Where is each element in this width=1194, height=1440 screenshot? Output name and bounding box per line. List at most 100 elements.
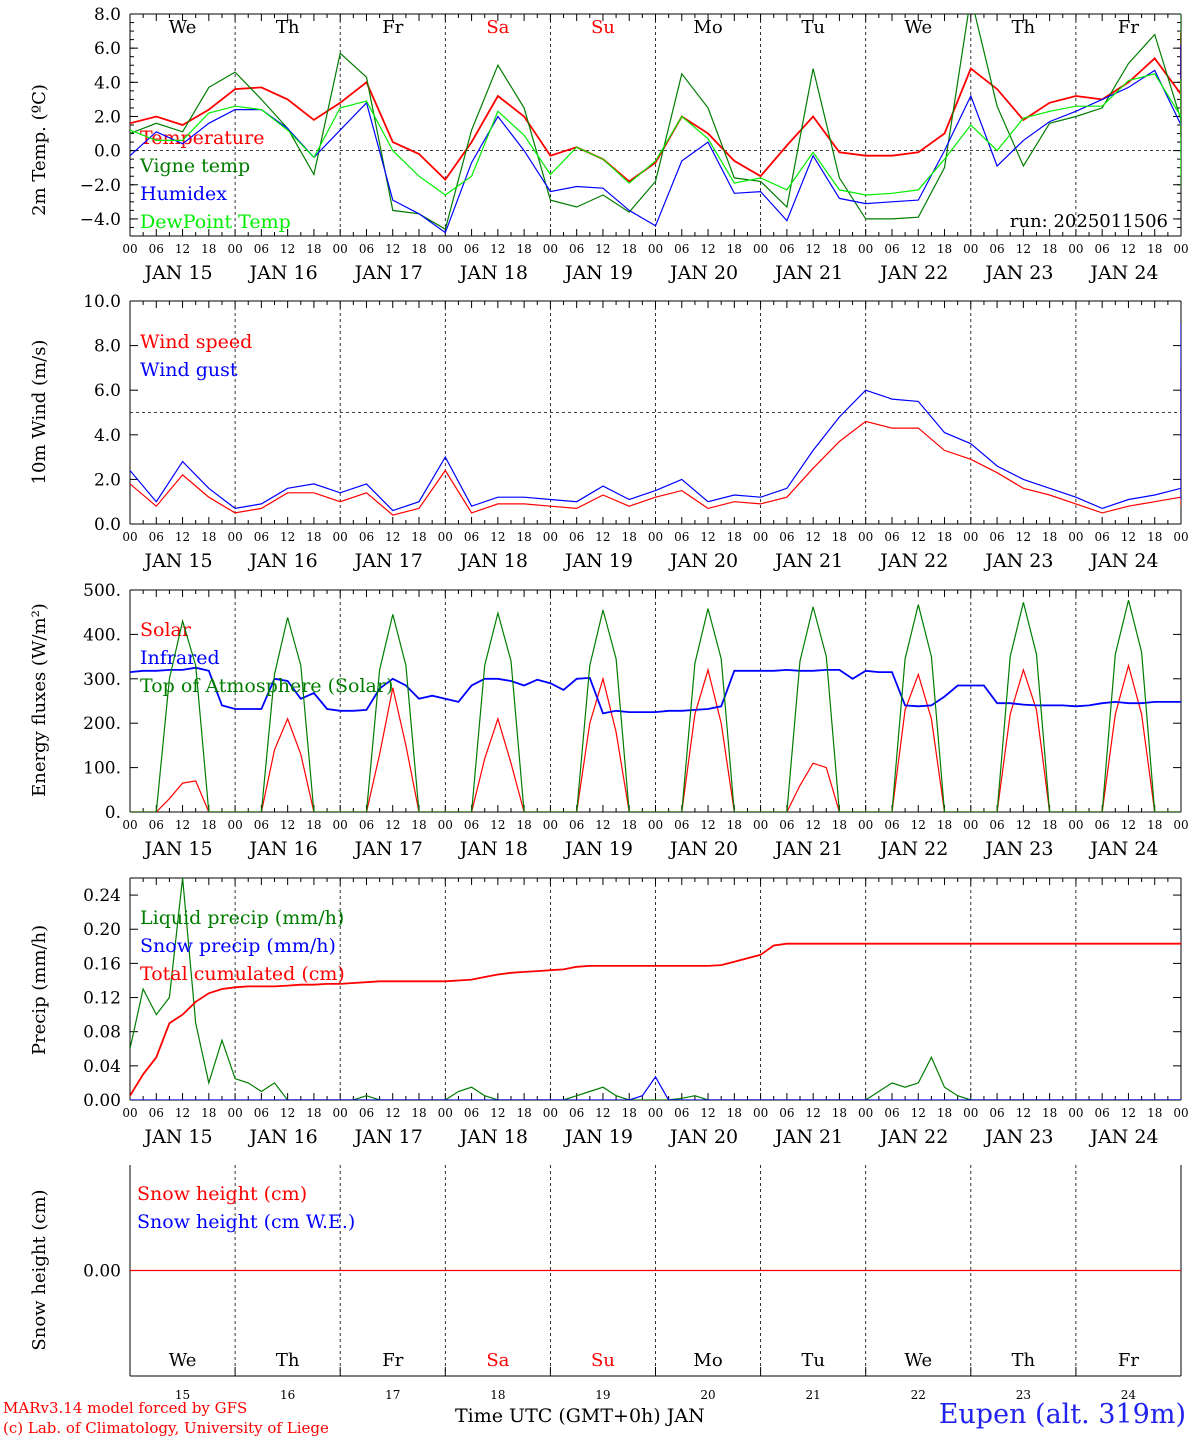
hour-tick-label: 18 bbox=[306, 818, 321, 832]
hour-tick-label: 12 bbox=[806, 1106, 821, 1120]
hour-tick-label: 00 bbox=[1068, 1106, 1083, 1120]
legend-entry: Wind gust bbox=[140, 359, 238, 381]
hour-tick-label: 12 bbox=[175, 818, 190, 832]
weekday-label: Fr bbox=[1118, 1350, 1139, 1371]
hour-tick-label: 18 bbox=[937, 242, 952, 256]
hour-tick-label: 18 bbox=[516, 242, 531, 256]
hour-tick-label: 06 bbox=[254, 242, 269, 256]
legend-entry: Snow height (cm W.E.) bbox=[137, 1211, 355, 1233]
weekday-label: Su bbox=[591, 17, 615, 38]
hour-tick-label: 06 bbox=[464, 242, 479, 256]
legend-entry: Top of Atmosphere (Solar) bbox=[140, 675, 393, 697]
hour-tick-label: 18 bbox=[727, 818, 742, 832]
hour-tick-label: 12 bbox=[700, 1106, 715, 1120]
hour-tick-label: 00 bbox=[227, 818, 242, 832]
hour-tick-label: 06 bbox=[359, 530, 374, 544]
hour-tick-label: 18 bbox=[411, 242, 426, 256]
hour-tick-label: 12 bbox=[1016, 242, 1031, 256]
series-line-wind-speed bbox=[130, 367, 1181, 516]
hour-tick-label: 12 bbox=[1121, 242, 1136, 256]
hour-tick-label: 18 bbox=[1042, 242, 1057, 256]
hour-tick-label: 18 bbox=[516, 1106, 531, 1120]
hour-tick-label: 00 bbox=[963, 242, 978, 256]
hour-tick-label: 12 bbox=[175, 242, 190, 256]
hour-tick-label: 06 bbox=[674, 1106, 689, 1120]
day-label: JAN 15 bbox=[142, 550, 212, 572]
hour-tick-label: 12 bbox=[700, 530, 715, 544]
hour-tick-label: 12 bbox=[911, 242, 926, 256]
hour-tick-label: 18 bbox=[622, 242, 637, 256]
weekday-label: Sa bbox=[486, 1350, 509, 1371]
hour-tick-label: 06 bbox=[989, 242, 1004, 256]
day-label: JAN 21 bbox=[773, 838, 843, 860]
day-label: JAN 22 bbox=[878, 1126, 948, 1148]
hour-tick-label: 12 bbox=[1016, 1106, 1031, 1120]
hour-tick-label: 18 bbox=[832, 1106, 847, 1120]
legend-entry: Vigne temp bbox=[139, 155, 250, 177]
hour-tick-label: 12 bbox=[595, 242, 610, 256]
day-label: JAN 15 bbox=[142, 838, 212, 860]
day-number-label: 19 bbox=[595, 1388, 610, 1402]
hour-tick-label: 00 bbox=[333, 818, 348, 832]
hour-tick-label: 12 bbox=[280, 242, 295, 256]
hour-tick-label: 18 bbox=[1042, 530, 1057, 544]
series-line-solar bbox=[130, 663, 1181, 812]
day-label: JAN 16 bbox=[248, 1126, 318, 1148]
hour-tick-label: 06 bbox=[779, 530, 794, 544]
series-line-snow-precip-mm-h bbox=[130, 1075, 1181, 1100]
hour-tick-label: 18 bbox=[1147, 1106, 1162, 1120]
day-label: JAN 16 bbox=[248, 550, 318, 572]
series-line-vigne-temp bbox=[130, 14, 1181, 231]
hour-tick-label: 00 bbox=[333, 530, 348, 544]
x-axis-title: Time UTC (GMT+0h) JAN bbox=[455, 1405, 705, 1427]
hour-tick-label: 12 bbox=[490, 818, 505, 832]
legend-entry: Infrared bbox=[140, 647, 220, 669]
hour-tick-label: 18 bbox=[1042, 1106, 1057, 1120]
day-label: JAN 17 bbox=[353, 838, 423, 860]
hour-tick-label: 06 bbox=[884, 530, 899, 544]
hour-tick-label: 00 bbox=[1068, 242, 1083, 256]
day-label: JAN 18 bbox=[458, 550, 528, 572]
hour-tick-label: 00 bbox=[648, 242, 663, 256]
hour-tick-label: 00 bbox=[1173, 1106, 1188, 1120]
y-tick-label: 0.12 bbox=[83, 989, 121, 1009]
hour-tick-label: 00 bbox=[438, 1106, 453, 1120]
hour-tick-label: 18 bbox=[727, 1106, 742, 1120]
hour-tick-label: 06 bbox=[464, 818, 479, 832]
y-tick-label: 8.0 bbox=[94, 337, 121, 357]
hour-tick-label: 12 bbox=[385, 1106, 400, 1120]
hour-tick-label: 06 bbox=[674, 242, 689, 256]
hour-tick-label: 00 bbox=[648, 818, 663, 832]
hour-tick-label: 18 bbox=[937, 530, 952, 544]
hour-tick-label: 06 bbox=[464, 1106, 479, 1120]
legend-entry: Temperature bbox=[140, 127, 264, 149]
hour-tick-label: 18 bbox=[727, 242, 742, 256]
day-label: JAN 15 bbox=[142, 262, 212, 284]
day-label: JAN 21 bbox=[773, 262, 843, 284]
weekday-label: Fr bbox=[1118, 17, 1139, 38]
series-line-temperature bbox=[130, 32, 1181, 183]
weekday-label: Tu bbox=[801, 1350, 825, 1371]
day-label: JAN 23 bbox=[983, 550, 1053, 572]
weekday-label: Fr bbox=[382, 17, 403, 38]
y-tick-label: 0.00 bbox=[83, 1091, 121, 1111]
hour-tick-label: 00 bbox=[858, 242, 873, 256]
weekday-label: Th bbox=[276, 1350, 300, 1371]
hour-tick-label: 12 bbox=[490, 530, 505, 544]
hour-tick-label: 18 bbox=[306, 242, 321, 256]
weekday-label: Su bbox=[591, 1350, 615, 1371]
series-line-total-cumulated-cm bbox=[130, 942, 1181, 1097]
hour-tick-label: 00 bbox=[227, 242, 242, 256]
y-tick-label: 6.0 bbox=[94, 39, 121, 59]
day-label: JAN 18 bbox=[458, 838, 528, 860]
weekday-label: Th bbox=[1012, 1350, 1036, 1371]
station-name: Eupen (alt. 319m) bbox=[938, 1399, 1186, 1430]
day-label: JAN 24 bbox=[1088, 1126, 1158, 1148]
y-tick-label: 8.0 bbox=[94, 5, 121, 25]
hour-tick-label: 00 bbox=[963, 818, 978, 832]
day-number-label: 20 bbox=[700, 1388, 715, 1402]
panel-1: 00 06 12 18 00 06 12 18 00 06 12 18 00 06 12 18 00 06 12 18… bbox=[29, 5, 1189, 284]
day-number-label: 24 bbox=[1121, 1388, 1137, 1402]
hour-tick-label: 00 bbox=[858, 530, 873, 544]
hour-tick-label: 00 bbox=[1068, 530, 1083, 544]
